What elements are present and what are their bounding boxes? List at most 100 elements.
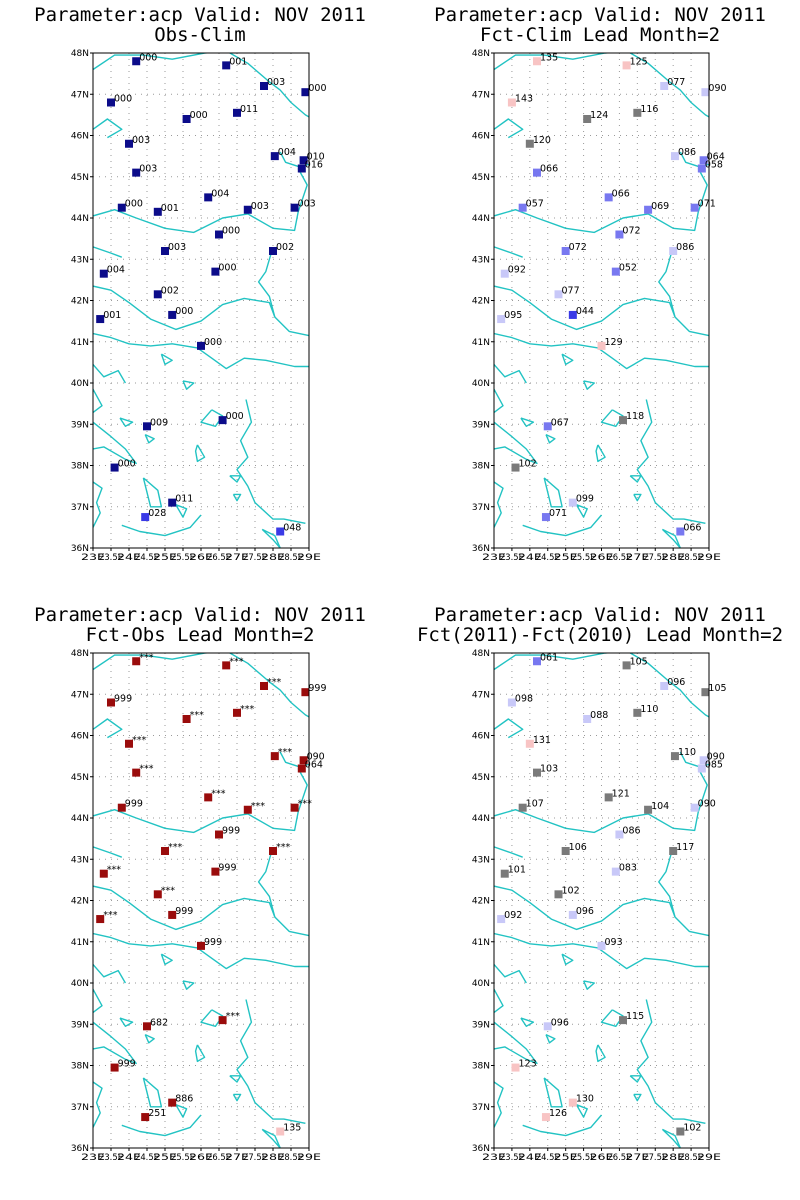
station-marker xyxy=(497,315,506,324)
station-value-label: 009 xyxy=(150,417,168,428)
coastline xyxy=(93,653,309,718)
station-value-label: 002 xyxy=(161,285,179,296)
lon-tick-label: 25.5E xyxy=(171,553,195,563)
station-marker xyxy=(518,203,527,212)
lat-tick-label: 38N xyxy=(472,1062,490,1072)
coastline xyxy=(182,380,195,390)
station-marker xyxy=(660,682,669,690)
station-marker xyxy=(233,708,241,717)
coastline xyxy=(144,433,155,444)
station-value-label: *** xyxy=(211,788,226,799)
station-marker xyxy=(533,168,541,177)
station-marker xyxy=(583,715,592,723)
lon-tick-label: 25.5E xyxy=(572,1153,596,1163)
lat-tick-label: 48N xyxy=(472,649,490,659)
coastline xyxy=(232,493,242,502)
station-value-label: 105 xyxy=(708,683,726,694)
station-value-label: 106 xyxy=(569,842,587,853)
station-value-label: 000 xyxy=(139,52,157,63)
lat-tick-label: 45N xyxy=(472,173,490,183)
coastline xyxy=(93,285,276,331)
station-marker xyxy=(218,416,227,425)
coastline xyxy=(182,980,195,990)
station-marker xyxy=(507,98,516,107)
station-marker xyxy=(619,1016,627,1025)
panel-title: Parameter:acp Valid: NOV 2011 xyxy=(34,604,366,626)
station-marker xyxy=(161,247,169,255)
station-marker xyxy=(110,463,119,472)
station-value-label: 071 xyxy=(549,508,567,519)
lon-tick-label: 24E xyxy=(117,553,141,563)
station-marker xyxy=(611,267,620,276)
lon-tick-label: 27E xyxy=(625,1153,649,1163)
station-marker xyxy=(215,230,223,239)
station-marker xyxy=(161,847,169,855)
coastline xyxy=(575,1104,588,1118)
station-marker xyxy=(243,205,252,214)
station-value-label: 000 xyxy=(222,226,240,237)
coastline xyxy=(257,252,309,337)
station-value-label: 086 xyxy=(678,147,696,158)
lon-tick-label: 24.5E xyxy=(135,553,159,563)
station-marker xyxy=(701,88,710,97)
station-value-label: *** xyxy=(226,1011,241,1022)
station-marker xyxy=(669,247,678,255)
lon-tick-label: 26E xyxy=(189,553,213,563)
station-value-label: 117 xyxy=(676,842,694,853)
station-value-label: 120 xyxy=(533,135,551,146)
lat-tick-label: 36N xyxy=(472,1144,490,1154)
coastline xyxy=(93,932,309,970)
map-area xyxy=(494,653,709,1148)
station-value-label: 069 xyxy=(651,201,669,212)
lat-tick-label: 44N xyxy=(472,814,490,824)
coastline xyxy=(121,1114,202,1137)
coastline xyxy=(236,399,306,524)
station-value-label: 126 xyxy=(549,1108,567,1119)
station-marker xyxy=(153,290,162,299)
lat-tick-label: 39N xyxy=(71,1020,89,1030)
coastline xyxy=(661,528,681,548)
station-value-label: 999 xyxy=(118,1059,136,1070)
station-value-label: 066 xyxy=(683,523,701,534)
station-marker xyxy=(276,1127,285,1136)
lat-tick-label: 46N xyxy=(71,132,89,142)
station-marker xyxy=(141,1113,150,1122)
lon-tick-label: 26E xyxy=(590,1153,614,1163)
station-value-label: 090 xyxy=(707,751,725,762)
coastline xyxy=(595,1044,606,1063)
panel-title: Parameter:acp Valid: NOV 2011 xyxy=(434,4,766,26)
station-value-label: 064 xyxy=(707,151,725,162)
coastline xyxy=(600,1009,624,1028)
station-value-label: 096 xyxy=(551,1017,569,1028)
lon-tick-label: 24E xyxy=(117,1153,141,1163)
station-value-label: *** xyxy=(267,677,282,688)
station-value-label: 682 xyxy=(150,1017,168,1028)
station-value-label: 129 xyxy=(605,337,623,348)
coastline xyxy=(144,1033,155,1044)
station-value-label: *** xyxy=(168,842,183,853)
station-marker xyxy=(299,156,308,165)
lat-tick-label: 43N xyxy=(71,255,89,265)
station-value-label: 110 xyxy=(678,747,696,758)
station-value-label: 010 xyxy=(307,151,325,162)
station-value-label: *** xyxy=(139,764,154,775)
lon-tick-label: 28.5E xyxy=(279,1153,303,1163)
coastline xyxy=(545,1033,556,1044)
lat-tick-label: 42N xyxy=(472,297,490,307)
lat-tick-label: 45N xyxy=(71,173,89,183)
station-marker xyxy=(633,708,642,717)
station-value-label: 135 xyxy=(283,1123,301,1134)
station-marker xyxy=(222,661,231,670)
station-marker xyxy=(568,1098,577,1107)
station-value-label: 886 xyxy=(175,1094,193,1105)
station-value-label: 103 xyxy=(540,764,558,775)
lon-tick-label: 25.5E xyxy=(572,553,596,563)
station-value-label: *** xyxy=(278,747,293,758)
lat-tick-label: 41N xyxy=(71,338,89,348)
coastline xyxy=(93,988,103,1014)
station-marker xyxy=(669,847,678,855)
station-marker xyxy=(269,247,277,255)
station-marker xyxy=(619,416,627,425)
station-value-label: *** xyxy=(132,735,147,746)
station-value-label: 000 xyxy=(125,199,143,210)
